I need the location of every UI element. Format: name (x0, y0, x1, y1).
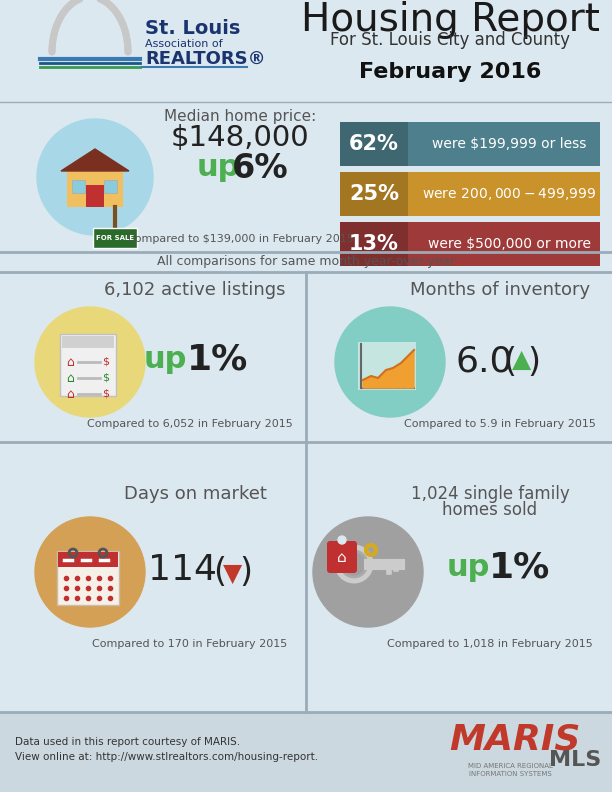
Text: up: up (196, 154, 240, 182)
FancyBboxPatch shape (340, 122, 408, 166)
Text: For St. Louis City and County: For St. Louis City and County (330, 31, 570, 49)
Circle shape (37, 119, 153, 235)
FancyBboxPatch shape (104, 180, 117, 193)
Text: Months of inventory: Months of inventory (410, 281, 590, 299)
Text: 25%: 25% (349, 184, 399, 204)
Text: Compared to $139,000 in February 2015: Compared to $139,000 in February 2015 (127, 234, 353, 244)
Text: $: $ (102, 357, 110, 367)
Text: 1%: 1% (187, 343, 248, 377)
FancyBboxPatch shape (67, 171, 123, 207)
Text: ): ) (528, 345, 540, 379)
FancyBboxPatch shape (0, 712, 612, 792)
Text: Compared to 170 in February 2015: Compared to 170 in February 2015 (92, 639, 288, 649)
FancyBboxPatch shape (340, 222, 408, 266)
FancyBboxPatch shape (340, 172, 408, 216)
FancyBboxPatch shape (340, 172, 600, 216)
FancyBboxPatch shape (340, 222, 600, 266)
Text: (: ( (504, 345, 517, 379)
Circle shape (35, 307, 145, 417)
Text: Housing Report: Housing Report (300, 1, 599, 39)
Polygon shape (386, 368, 393, 388)
FancyBboxPatch shape (340, 122, 600, 166)
Text: 114: 114 (149, 553, 217, 587)
Text: ▲: ▲ (512, 348, 532, 372)
Circle shape (338, 536, 346, 544)
Text: 13%: 13% (349, 234, 399, 254)
Text: Days on market: Days on market (124, 485, 266, 503)
Text: ⌂: ⌂ (66, 371, 74, 384)
Text: MLS: MLS (549, 750, 601, 770)
Text: Association of: Association of (145, 39, 223, 49)
Text: FOR SALE: FOR SALE (96, 235, 134, 241)
Text: (: ( (214, 555, 226, 588)
FancyBboxPatch shape (57, 551, 119, 605)
Text: 6,102 active listings: 6,102 active listings (104, 281, 286, 299)
Text: Median home price:: Median home price: (164, 109, 316, 124)
Polygon shape (401, 356, 408, 388)
Text: homes sold: homes sold (442, 501, 537, 519)
Polygon shape (61, 149, 129, 171)
Text: 1%: 1% (490, 550, 551, 584)
FancyBboxPatch shape (358, 342, 416, 390)
Text: up: up (446, 553, 490, 581)
Text: All comparisons for same month year-over-year: All comparisons for same month year-over… (157, 256, 455, 268)
Text: Data used in this report courtesy of MARIS.: Data used in this report courtesy of MAR… (15, 737, 240, 747)
Text: 1,024 single family: 1,024 single family (411, 485, 569, 503)
FancyBboxPatch shape (86, 185, 104, 207)
Text: $: $ (102, 389, 110, 399)
FancyBboxPatch shape (340, 222, 408, 266)
Text: 6.0: 6.0 (455, 345, 513, 379)
Text: REALTORS®: REALTORS® (145, 50, 266, 68)
Polygon shape (363, 376, 371, 388)
Text: Compared to 1,018 in February 2015: Compared to 1,018 in February 2015 (387, 639, 593, 649)
Text: $148,000: $148,000 (171, 124, 309, 152)
Text: were $500,000 or more: were $500,000 or more (428, 237, 591, 251)
Text: MID AMERICA REGIONAL
INFORMATION SYSTEMS: MID AMERICA REGIONAL INFORMATION SYSTEMS (468, 763, 553, 777)
FancyBboxPatch shape (340, 122, 408, 166)
Text: ): ) (239, 555, 253, 588)
Text: St. Louis: St. Louis (145, 20, 241, 39)
Text: 6%: 6% (232, 151, 288, 185)
Polygon shape (393, 363, 401, 388)
Circle shape (35, 517, 145, 627)
FancyBboxPatch shape (340, 172, 408, 216)
Text: View online at: http://www.stlrealtors.com/housing-report.: View online at: http://www.stlrealtors.c… (15, 752, 318, 762)
Polygon shape (371, 376, 378, 388)
Text: $: $ (102, 373, 110, 383)
Circle shape (313, 517, 423, 627)
FancyBboxPatch shape (72, 180, 85, 193)
FancyBboxPatch shape (327, 541, 357, 573)
FancyBboxPatch shape (58, 552, 118, 567)
Text: Compared to 6,052 in February 2015: Compared to 6,052 in February 2015 (87, 419, 293, 429)
Circle shape (335, 307, 445, 417)
FancyBboxPatch shape (62, 336, 114, 348)
Text: MARIS: MARIS (449, 723, 581, 757)
Text: ⌂: ⌂ (66, 356, 74, 368)
Polygon shape (408, 350, 414, 388)
FancyBboxPatch shape (60, 334, 116, 396)
Text: Compared to 5.9 in February 2015: Compared to 5.9 in February 2015 (404, 419, 596, 429)
FancyBboxPatch shape (93, 228, 137, 248)
Polygon shape (378, 370, 386, 388)
Text: up: up (143, 345, 187, 375)
Text: February 2016: February 2016 (359, 62, 541, 82)
Text: ⌂: ⌂ (66, 387, 74, 401)
Text: ▼: ▼ (223, 562, 242, 586)
Text: were $200,000 - $499,999: were $200,000 - $499,999 (422, 186, 596, 202)
Text: were $199,999 or less: were $199,999 or less (432, 137, 586, 151)
Text: ⌂: ⌂ (337, 550, 347, 565)
Text: 62%: 62% (349, 134, 399, 154)
